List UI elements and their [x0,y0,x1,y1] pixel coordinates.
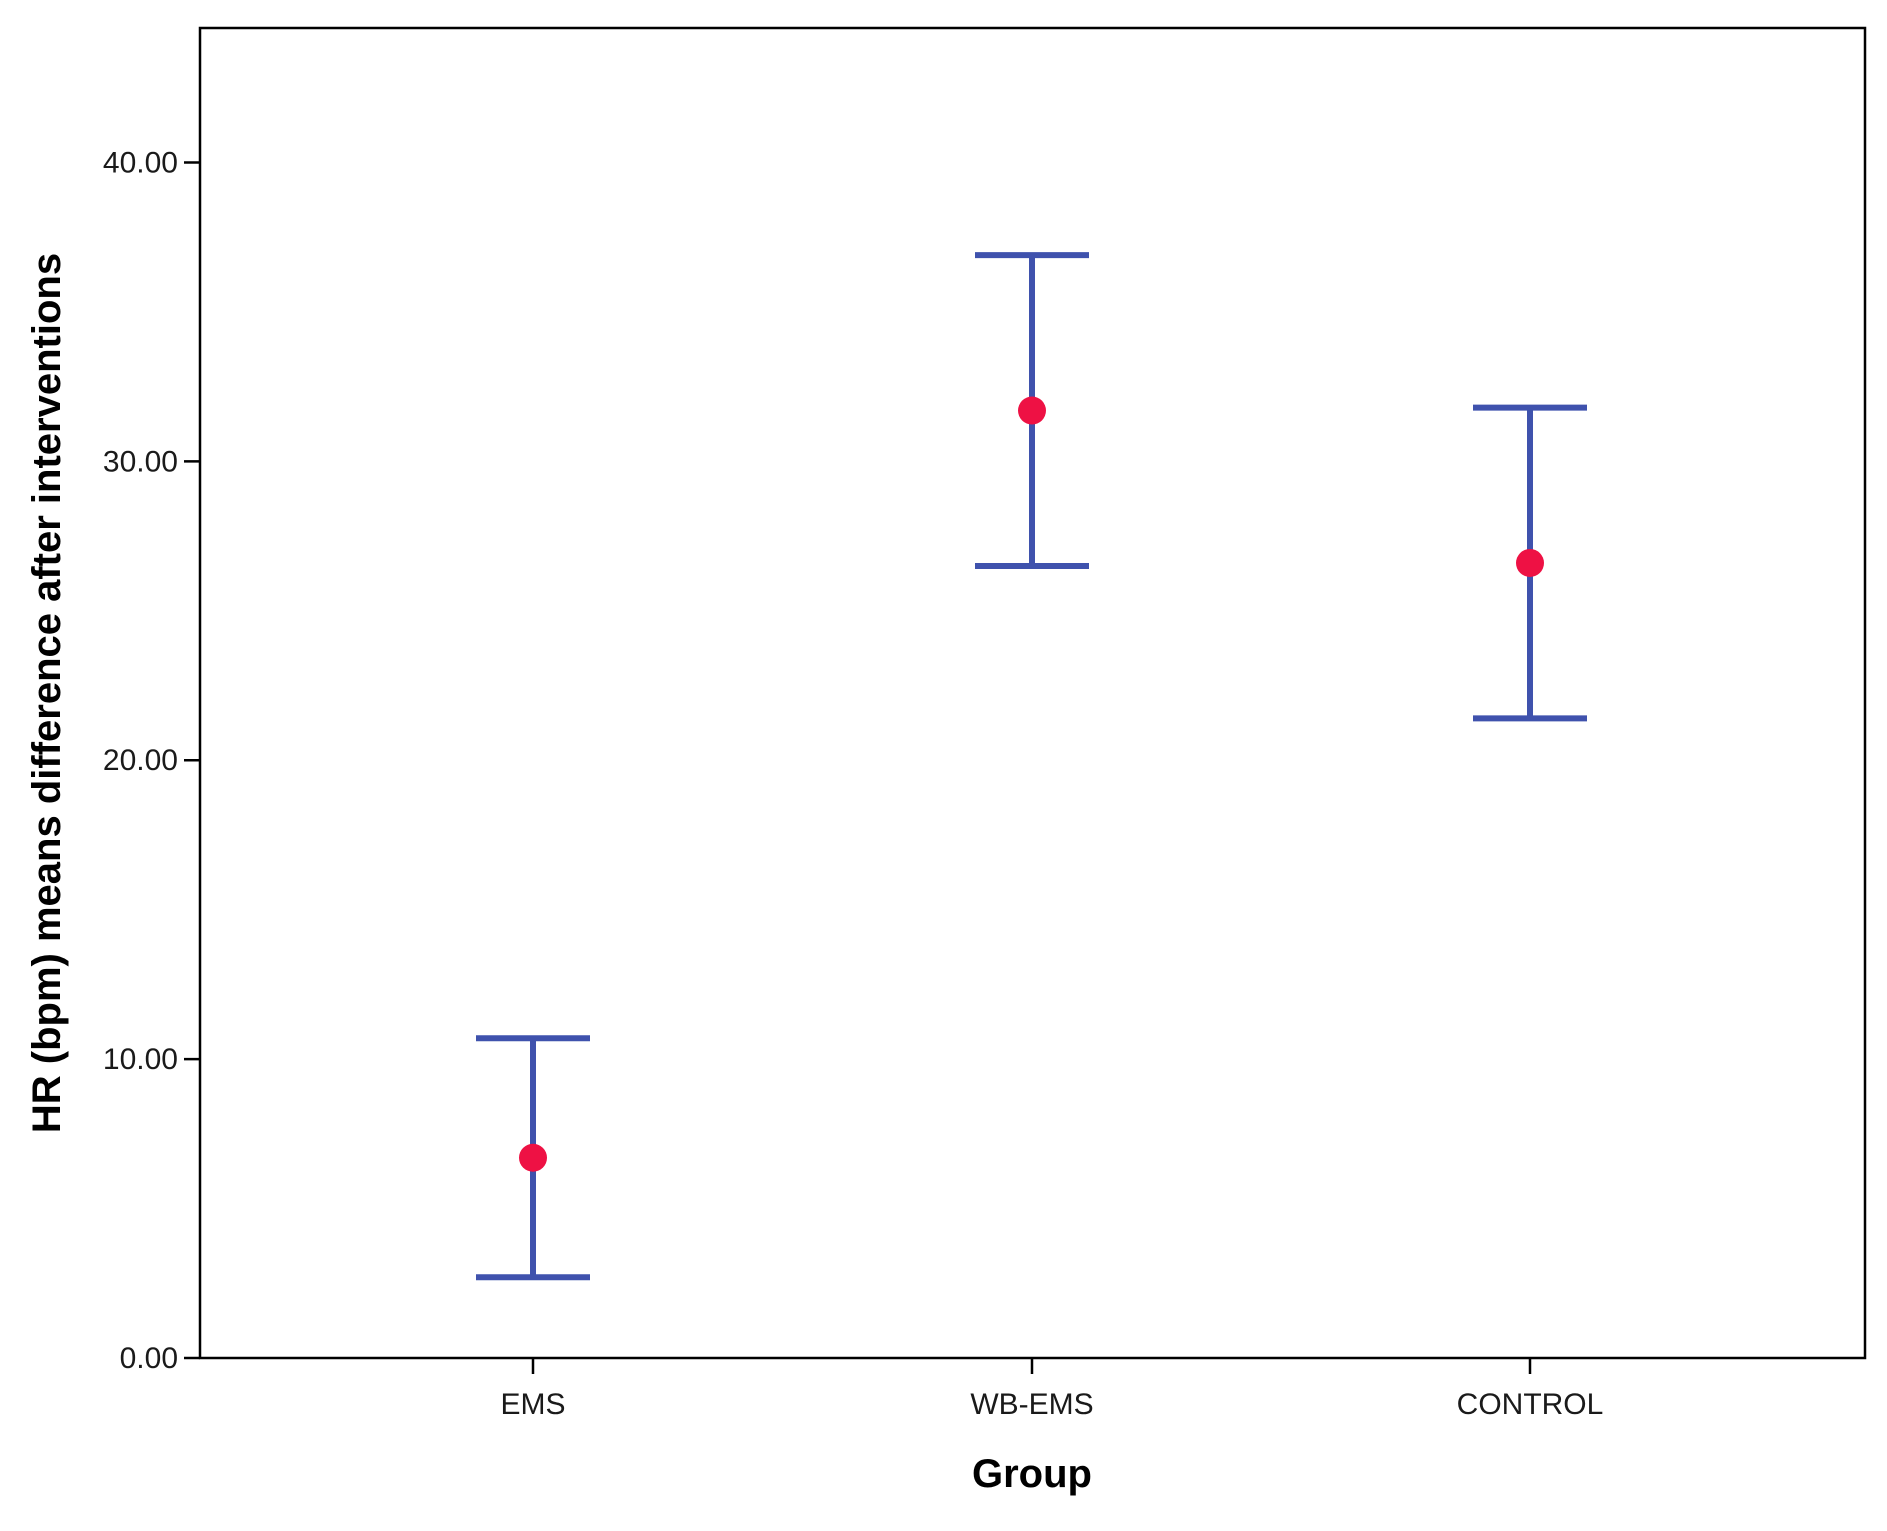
x-tick-label: WB-EMS [970,1388,1093,1421]
x-axis-ticks: EMS WB-EMS CONTROL [500,1358,1603,1421]
mean-point [1516,548,1544,577]
mean-point [1018,396,1046,425]
x-tick-label: CONTROL [1457,1388,1604,1421]
y-tick-label: 30.00 [103,445,178,478]
y-tick-label: 0.00 [120,1342,178,1375]
plot-frame [198,26,1867,1360]
y-tick-label: 20.00 [103,744,178,777]
y-tick-label: 40.00 [103,146,178,179]
x-axis-title: Group [972,1452,1092,1496]
y-axis-ticks: 0.00 10.00 20.00 30.00 40.00 [103,146,200,1375]
mean-markers [519,396,1544,1172]
mean-point [519,1143,547,1172]
y-tick-label: 10.00 [103,1043,178,1076]
x-tick-label: EMS [500,1388,565,1421]
y-axis-title: HR (bpm) means difference after interven… [25,253,69,1133]
